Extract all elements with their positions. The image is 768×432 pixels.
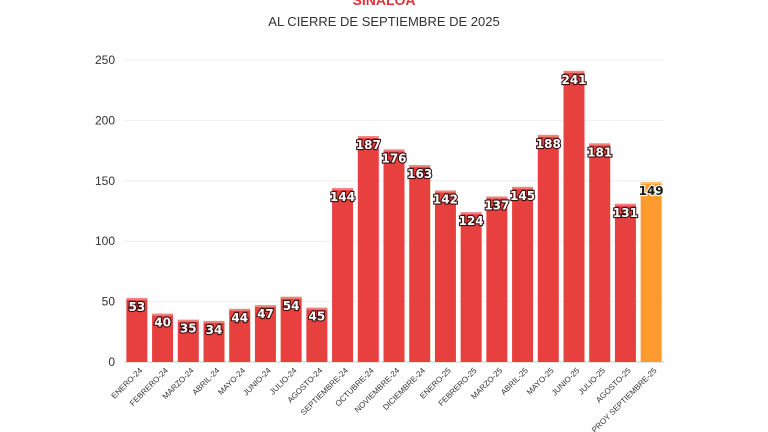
y-tick-label: 0 [108,355,115,369]
bar-highlight-edge [383,149,405,152]
bar-highlight-edge [640,182,662,185]
data-label: 44 [231,311,248,325]
bar-highlight-edge [229,308,251,311]
bars [126,70,662,362]
data-label: 34 [206,323,223,337]
chart-subtitle: AL CIERRE DE SEPTIEMBRE DE 2025 [268,14,500,29]
bar-highlight-edge [486,196,508,199]
y-tick-label: 50 [102,295,116,309]
x-axis: ENERO-24FEBRERO-24MARZO-24ABRIL-24MAYO-2… [110,366,659,432]
bar [589,143,611,362]
bar [486,196,508,362]
bar-highlight-edge [512,186,534,189]
y-tick-label: 200 [95,113,115,127]
bar-highlight-edge [614,203,636,206]
bar [460,212,482,362]
data-label: 54 [283,299,300,313]
bar [512,186,534,362]
bar [640,182,662,362]
data-label: 187 [356,138,381,152]
data-label: 47 [257,307,274,321]
chart-title: SINALOA [352,0,416,8]
bar [306,307,328,362]
bar-highlight-edge [563,70,585,73]
bar-highlight-edge [280,296,302,299]
bar [254,305,276,362]
x-tick-label: JUNIO-25 [550,366,582,398]
bar-highlight-edge [306,307,328,310]
data-label: 40 [154,316,171,330]
bar-highlight-edge [357,136,379,139]
bar-highlight-edge [409,165,431,168]
bar [434,190,456,362]
bar [357,136,379,362]
bar [537,134,559,362]
bar-highlight-edge [434,190,456,193]
bar-highlight-edge [254,305,276,308]
bar [152,313,174,362]
data-label: 131 [613,206,638,220]
bar [229,308,251,362]
data-label: 53 [129,300,146,314]
bar-highlight-edge [126,297,148,300]
data-label: 137 [484,199,509,213]
x-tick-label: NOVIEMBRE-24 [353,366,402,415]
y-tick-label: 100 [95,234,115,248]
bar [383,149,405,362]
bar-highlight-edge [177,319,199,322]
bar [280,296,302,362]
data-label: 45 [309,310,326,324]
bar-highlight-edge [537,134,559,137]
bar [614,203,636,362]
data-label: 241 [561,73,586,87]
bar [203,320,225,362]
data-label: 35 [180,322,197,336]
data-label: 144 [330,190,355,204]
data-label: 149 [639,184,664,198]
data-labels: 53 40 35 34 44 47 54 45 144 187176163142124137145… [127,72,664,338]
data-label: 188 [536,137,561,151]
bar [409,165,431,362]
bar-highlight-edge [332,188,354,191]
bar-highlight-edge [460,212,482,215]
bar-highlight-edge [589,143,611,146]
data-label: 142 [433,192,458,206]
data-label: 176 [381,151,406,165]
bar [563,70,585,362]
data-label: 124 [459,214,484,228]
bar [177,319,199,362]
bar [332,188,354,362]
y-tick-label: 250 [95,53,115,67]
data-label: 145 [510,189,535,203]
bar-highlight-edge [203,320,225,323]
bar-highlight-edge [152,313,174,316]
data-label: 181 [587,145,612,159]
data-label: 163 [407,167,432,181]
bar [126,297,148,362]
y-axis: 0 50 100 150 200 250 [95,53,115,369]
y-tick-label: 150 [95,174,115,188]
x-tick-label: JUNIO-24 [241,366,273,398]
